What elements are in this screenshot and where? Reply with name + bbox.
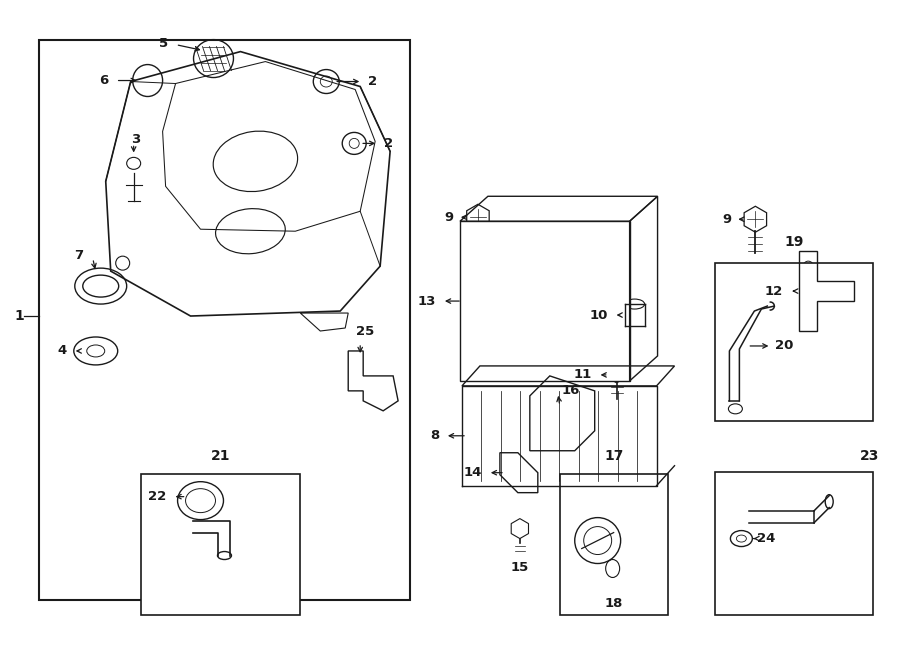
Text: 14: 14: [464, 466, 482, 479]
Text: 3: 3: [131, 133, 140, 146]
Text: 11: 11: [573, 368, 591, 381]
Text: 25: 25: [356, 325, 374, 338]
Text: 5: 5: [159, 37, 168, 50]
Bar: [716, 472, 873, 615]
Text: 13: 13: [418, 295, 436, 307]
Text: 9: 9: [723, 213, 732, 226]
Text: 17: 17: [604, 449, 624, 463]
Text: 1: 1: [14, 309, 23, 323]
Text: 8: 8: [430, 429, 439, 442]
Bar: [560, 474, 668, 615]
Text: 21: 21: [211, 449, 230, 463]
Text: 16: 16: [562, 385, 580, 397]
Bar: [140, 474, 301, 615]
Text: 23: 23: [860, 449, 879, 463]
Text: 9: 9: [445, 211, 454, 223]
Text: 6: 6: [100, 74, 109, 87]
Text: 22: 22: [148, 490, 166, 503]
Text: 2: 2: [384, 137, 393, 150]
Text: 18: 18: [605, 597, 623, 610]
Bar: [460, 221, 630, 381]
Text: 15: 15: [510, 561, 529, 574]
Text: 4: 4: [58, 344, 67, 358]
Text: 24: 24: [758, 532, 776, 545]
Text: 12: 12: [765, 285, 783, 297]
Text: 19: 19: [785, 235, 804, 249]
Bar: [716, 263, 873, 421]
Text: 7: 7: [74, 249, 83, 262]
Text: 20: 20: [775, 340, 794, 352]
Bar: [39, 40, 410, 600]
Text: 10: 10: [590, 309, 608, 321]
Text: 2: 2: [368, 75, 377, 88]
